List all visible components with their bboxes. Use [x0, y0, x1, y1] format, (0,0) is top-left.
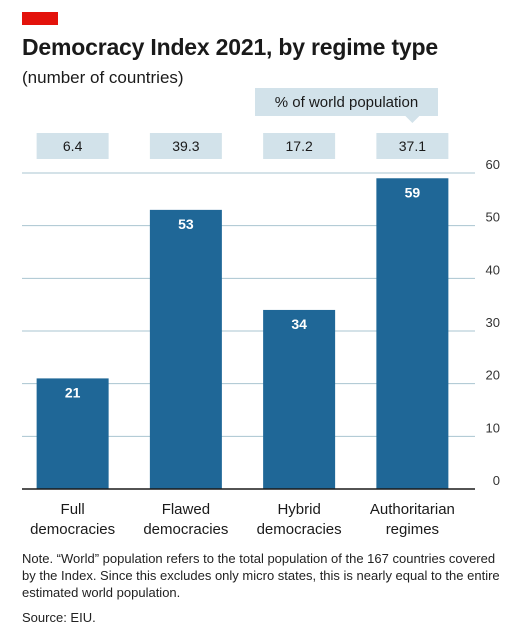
x-category-label: democracies: [257, 521, 342, 538]
x-category-label: Full: [61, 501, 85, 518]
source-note: Source: EIU.: [22, 610, 96, 625]
bar: [376, 178, 449, 489]
bar-value-label: 53: [178, 216, 194, 232]
population-share-label: 39.3: [172, 138, 199, 154]
population-share-label: 6.4: [63, 138, 83, 154]
y-tick-label: 20: [486, 368, 500, 383]
population-header-box: [255, 88, 438, 123]
population-share-label: 37.1: [399, 138, 426, 154]
bar-value-label: 34: [291, 316, 307, 332]
y-tick-label: 10: [486, 420, 500, 435]
population-header-label: % of world population: [275, 94, 418, 111]
population-share-box: [149, 133, 222, 159]
x-category-label: regimes: [386, 521, 439, 538]
y-tick-label: 0: [493, 473, 500, 488]
y-tick-label: 30: [486, 315, 500, 330]
population-share-box: [376, 133, 449, 159]
x-category-label: democracies: [143, 521, 228, 538]
bar-value-label: 21: [65, 384, 81, 400]
y-tick-label: 50: [486, 210, 500, 225]
bar-chart: 0 10 20 30 40 50 60 21 53 34 59 6.4 39.3 17.2 37.1 % of…: [22, 88, 500, 538]
population-share-box: [263, 133, 336, 159]
population-share-label: 17.2: [286, 138, 313, 154]
chart-title: Democracy Index 2021, by regime type: [22, 34, 438, 60]
brand-red-bar: [22, 12, 58, 25]
x-category-label: democracies: [30, 521, 115, 538]
chart-subtitle: (number of countries): [22, 68, 184, 87]
bar: [36, 378, 109, 489]
y-tick-label: 60: [486, 157, 500, 172]
x-category-label: Flawed: [162, 501, 210, 518]
x-category-label: Hybrid: [277, 501, 320, 518]
bar: [149, 209, 222, 489]
footnote: Note. “World” population refers to the t…: [22, 551, 500, 600]
population-share-box: [36, 133, 109, 159]
bar-value-label: 59: [405, 184, 421, 200]
y-tick-label: 40: [486, 262, 500, 277]
x-category-label: Authoritarian: [370, 501, 455, 518]
bar: [263, 309, 336, 489]
